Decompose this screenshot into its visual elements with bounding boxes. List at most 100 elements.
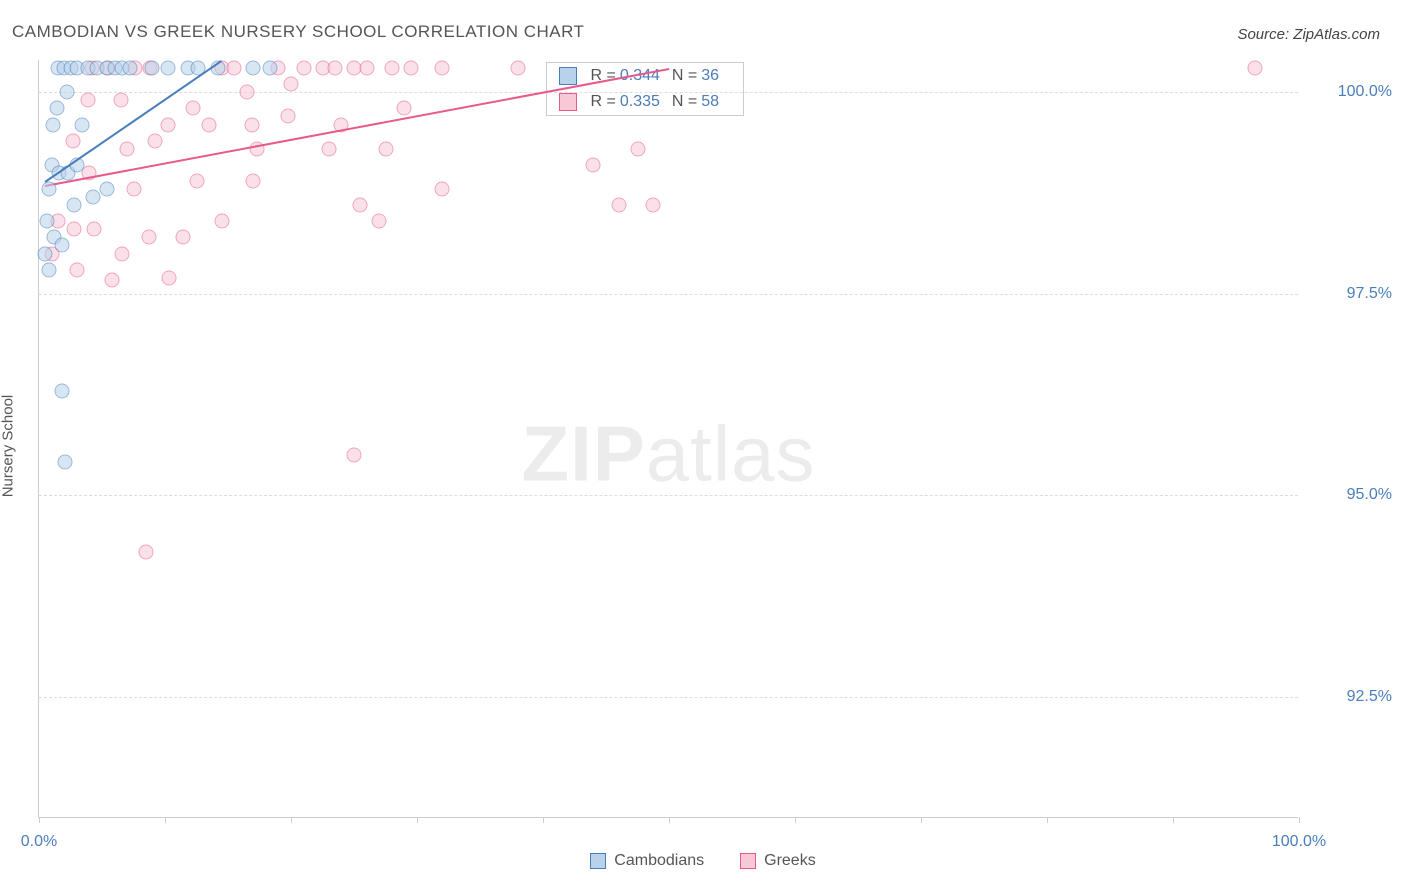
chart-title: CAMBODIAN VS GREEK NURSERY SCHOOL CORREL…	[12, 22, 584, 42]
legend-item-series1: Cambodians	[590, 852, 704, 870]
x-tick	[291, 817, 292, 823]
data-point	[185, 101, 200, 116]
data-point	[160, 117, 175, 132]
data-point	[321, 141, 336, 156]
data-point	[359, 61, 374, 76]
trend-line	[45, 60, 223, 183]
x-tick	[1173, 817, 1174, 823]
data-point	[67, 198, 82, 213]
data-point	[54, 383, 69, 398]
data-point	[45, 117, 60, 132]
y-tick-label: 92.5%	[1312, 688, 1392, 706]
data-point	[611, 198, 626, 213]
gridline	[39, 495, 1298, 496]
data-point	[38, 246, 53, 261]
watermark: ZIPatlas	[521, 408, 815, 499]
data-point	[113, 93, 128, 108]
n-label: N =	[672, 93, 697, 111]
data-point	[126, 182, 141, 197]
series2-swatch	[740, 853, 756, 869]
data-point	[239, 85, 254, 100]
data-point	[227, 61, 242, 76]
data-point	[122, 61, 137, 76]
data-point	[66, 133, 81, 148]
n-label: N =	[672, 67, 697, 85]
data-point	[246, 173, 261, 188]
series1-swatch	[590, 853, 606, 869]
data-point	[296, 61, 311, 76]
series2-n-value: 58	[701, 93, 719, 111]
y-tick-label: 95.0%	[1312, 486, 1392, 504]
data-point	[1247, 61, 1262, 76]
data-point	[284, 77, 299, 92]
series2-r-value: 0.335	[620, 93, 660, 111]
x-tick	[921, 817, 922, 823]
data-point	[384, 61, 399, 76]
data-point	[281, 109, 296, 124]
data-point	[353, 198, 368, 213]
x-tick	[417, 817, 418, 823]
plot-area: ZIPatlas R = 0.344 N = 36 R = 0.335 N = …	[38, 60, 1298, 818]
data-point	[246, 61, 261, 76]
data-point	[189, 173, 204, 188]
series2-name: Greeks	[764, 852, 816, 870]
gridline	[39, 294, 1298, 295]
data-point	[105, 273, 120, 288]
data-point	[244, 117, 259, 132]
data-point	[42, 182, 57, 197]
data-point	[39, 214, 54, 229]
data-point	[435, 182, 450, 197]
x-tick	[1299, 817, 1300, 823]
x-tick	[1047, 817, 1048, 823]
data-point	[139, 544, 154, 559]
x-tick	[795, 817, 796, 823]
series-legend: Cambodians Greeks	[0, 852, 1406, 870]
data-point	[67, 222, 82, 237]
data-point	[120, 141, 135, 156]
data-point	[630, 141, 645, 156]
data-point	[49, 101, 64, 116]
data-point	[347, 448, 362, 463]
data-point	[115, 246, 130, 261]
gridline	[39, 92, 1298, 93]
gridline	[39, 697, 1298, 698]
data-point	[87, 222, 102, 237]
data-point	[54, 238, 69, 253]
data-point	[86, 190, 101, 205]
x-tick-label: 0.0%	[21, 833, 57, 851]
series1-name: Cambodians	[614, 852, 704, 870]
watermark-bold: ZIP	[521, 409, 645, 497]
data-point	[100, 182, 115, 197]
x-tick	[669, 817, 670, 823]
data-point	[214, 214, 229, 229]
data-point	[586, 157, 601, 172]
data-point	[202, 117, 217, 132]
source-attribution: Source: ZipAtlas.com	[1237, 26, 1380, 43]
data-point	[378, 141, 393, 156]
trend-line	[45, 68, 669, 187]
data-point	[42, 262, 57, 277]
x-tick	[165, 817, 166, 823]
data-point	[397, 101, 412, 116]
data-point	[147, 133, 162, 148]
data-point	[175, 230, 190, 245]
data-point	[74, 117, 89, 132]
data-point	[58, 454, 73, 469]
data-point	[81, 93, 96, 108]
data-point	[645, 198, 660, 213]
series2-swatch	[559, 93, 577, 111]
data-point	[372, 214, 387, 229]
y-tick-label: 100.0%	[1312, 83, 1392, 101]
r-label: R =	[591, 93, 616, 111]
watermark-light: atlas	[646, 409, 816, 497]
data-point	[69, 262, 84, 277]
data-point	[145, 61, 160, 76]
data-point	[435, 61, 450, 76]
series1-swatch	[559, 67, 577, 85]
series1-n-value: 36	[701, 67, 719, 85]
data-point	[59, 85, 74, 100]
data-point	[328, 61, 343, 76]
data-point	[403, 61, 418, 76]
x-tick	[543, 817, 544, 823]
legend-item-series2: Greeks	[740, 852, 816, 870]
